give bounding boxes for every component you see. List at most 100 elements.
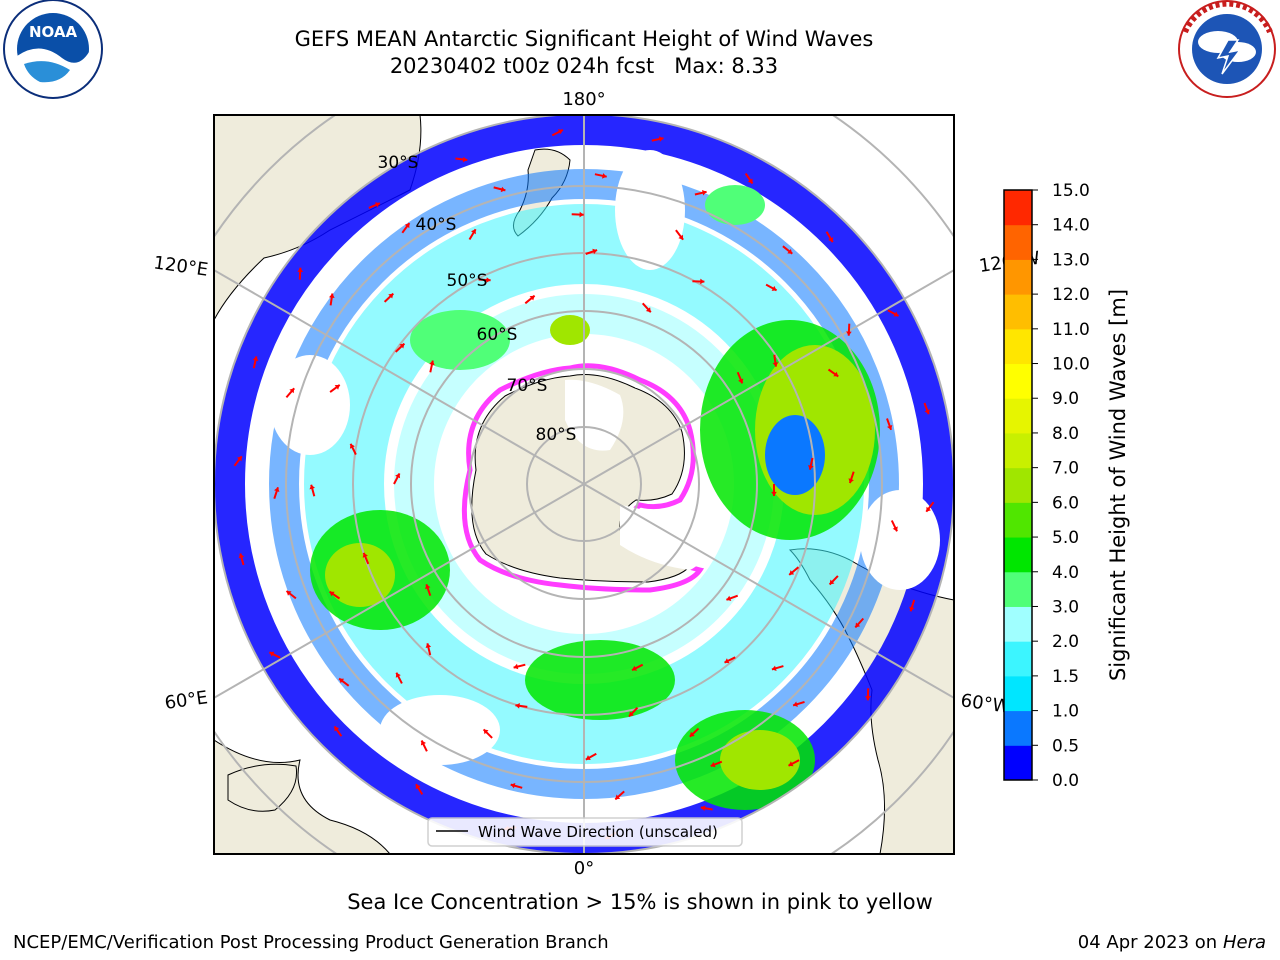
wave-arrow-head bbox=[865, 696, 871, 701]
wave-arrow-head bbox=[500, 186, 506, 193]
wave-arrow-head bbox=[846, 331, 852, 336]
wave-arrow-head bbox=[483, 729, 489, 735]
wave-arrow-head bbox=[808, 465, 814, 470]
noaa-logo: NOAA bbox=[3, 0, 103, 99]
wave-arrow-head bbox=[926, 506, 931, 512]
wave-direction-arrows bbox=[233, 129, 935, 840]
colorbar-bin bbox=[1004, 398, 1032, 434]
wave-arrow-head bbox=[339, 678, 345, 684]
wave-arrow-head bbox=[334, 726, 340, 732]
colorbar-tick-label: 0.0 bbox=[1052, 771, 1079, 791]
colorbar-bin bbox=[1004, 641, 1032, 677]
wave-arrow-head bbox=[297, 267, 303, 272]
wave-arrow-head bbox=[585, 755, 591, 760]
wave-arrow-head bbox=[658, 136, 664, 142]
wave-arrow-head bbox=[592, 248, 598, 255]
credit-date: 04 Apr 2023 on bbox=[1077, 932, 1223, 953]
nws-logo bbox=[1178, 0, 1276, 98]
wave-arrow-head bbox=[462, 156, 468, 163]
credit-right: 04 Apr 2023 on Hera bbox=[1078, 932, 1266, 953]
wave-arrow-head bbox=[724, 658, 730, 664]
sea-ice-note: Sea Ice Concentration > 15% is shown in … bbox=[347, 890, 933, 914]
wave-arrow-head bbox=[486, 277, 491, 283]
colorbar: 0.0 0.5 1.0 1.5 2.0 3.0 4.0 5.0 6.0 7.0 8.0 9.0 10.0… bbox=[1003, 181, 1090, 791]
svg-text:Significant Height of Wind Wav: Significant Height of Wind Waves [m] bbox=[1106, 289, 1130, 681]
wave-arrow-head bbox=[702, 190, 707, 196]
wave-arrow-head bbox=[420, 740, 426, 746]
legend-label: Wind Wave Direction (unscaled) bbox=[478, 823, 718, 841]
colorbar-bin bbox=[1004, 502, 1032, 538]
colorbar-bin bbox=[1004, 294, 1032, 330]
wave-arrow-head bbox=[425, 584, 431, 590]
wave-arrow-head bbox=[274, 487, 280, 492]
wave-arrow-head bbox=[909, 606, 915, 612]
wave-arrow-head bbox=[771, 285, 777, 291]
colorbar-bin bbox=[1004, 190, 1032, 226]
colorbar-bin bbox=[1004, 432, 1032, 469]
colorbar-tick-label: 10.0 bbox=[1052, 355, 1090, 375]
wave-arrow-head bbox=[557, 129, 563, 135]
lat-label-80s: 80°S bbox=[536, 425, 577, 445]
wave-arrow-head bbox=[789, 570, 795, 575]
colorbar-bin bbox=[1004, 710, 1032, 746]
wave-arrow-head bbox=[515, 703, 520, 709]
colorbar-bin bbox=[1004, 363, 1032, 399]
wave-arrow-head bbox=[269, 651, 275, 657]
wave-arrow-head bbox=[289, 388, 295, 394]
colorbar-tick-label: 8.0 bbox=[1052, 424, 1079, 444]
wave-arrow-head bbox=[893, 311, 899, 317]
lon-label-0: 0° bbox=[574, 858, 594, 879]
lat-label-50s: 50°S bbox=[447, 271, 488, 291]
colorbar-bin bbox=[1004, 537, 1032, 573]
wave-arrow-head bbox=[404, 223, 410, 229]
wave-arrow-head bbox=[395, 473, 401, 479]
wave-arrow-head bbox=[615, 794, 621, 800]
colorbar-bin bbox=[1004, 467, 1032, 503]
colorbar-tick-label: 1.0 bbox=[1052, 702, 1079, 722]
wave-arrow-head bbox=[833, 371, 839, 377]
wave-arrow-head bbox=[362, 552, 368, 558]
colorbar-bin bbox=[1004, 224, 1032, 260]
colorbar-bin bbox=[1004, 571, 1032, 607]
graticule bbox=[214, 115, 954, 854]
wave-arrow-head bbox=[772, 362, 779, 367]
wave-arrow-head bbox=[924, 409, 930, 415]
wave-arrow-head bbox=[787, 249, 793, 254]
forecast-subtitle: 20230402 t00z 024h fcst Max: 8.33 bbox=[389, 54, 779, 78]
wave-arrow-head bbox=[602, 173, 607, 179]
wave-arrow-head bbox=[309, 484, 315, 490]
wave-arrow-head bbox=[629, 711, 634, 717]
wave-arrow-head bbox=[645, 307, 651, 313]
wave-arrow-head bbox=[237, 456, 242, 462]
wave-arrow-head bbox=[375, 202, 380, 208]
lat-label-40s: 40°S bbox=[416, 215, 457, 235]
wave-arrow-head bbox=[848, 478, 854, 484]
wave-arrow-head bbox=[678, 234, 684, 240]
wave-arrow-head bbox=[395, 672, 401, 678]
wave-arrow-head bbox=[700, 278, 705, 285]
lat-label-30s: 30°S bbox=[378, 153, 419, 173]
wave-arrow-head bbox=[828, 237, 834, 243]
lat-label-70s: 70°S bbox=[507, 376, 548, 396]
wave-arrow-head bbox=[513, 663, 519, 670]
wave-arrow-head bbox=[529, 295, 535, 301]
wave-arrow-head bbox=[710, 761, 716, 768]
wave-arrow-head bbox=[747, 178, 753, 184]
wave-arrow-head bbox=[700, 805, 706, 811]
wave-arrow-head bbox=[286, 591, 292, 596]
wave-arrow-head bbox=[471, 229, 476, 235]
wave-arrow-head bbox=[793, 701, 798, 707]
colorbar-tick-label: 0.5 bbox=[1052, 736, 1079, 756]
wave-arrow-head bbox=[738, 378, 744, 384]
wave-arrow-head bbox=[510, 783, 516, 789]
colorbar-label: Significant Height of Wind Waves [m] bbox=[1106, 289, 1130, 681]
lon-label-180: 180° bbox=[562, 89, 605, 110]
colorbar-frame bbox=[1003, 189, 1033, 781]
colorbar-tick-label: 7.0 bbox=[1052, 459, 1079, 479]
colorbar-tick-label: 2.0 bbox=[1052, 632, 1079, 652]
wave-arrow-head bbox=[689, 731, 695, 737]
wave-arrow-head bbox=[334, 384, 340, 390]
wave-arrow-head bbox=[829, 579, 835, 585]
wave-arrow-head bbox=[415, 784, 421, 790]
colorbar-tick-label: 3.0 bbox=[1052, 597, 1079, 617]
